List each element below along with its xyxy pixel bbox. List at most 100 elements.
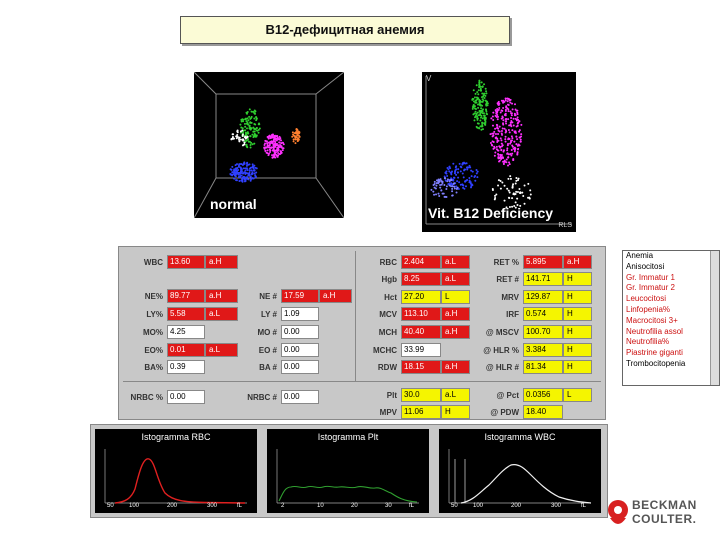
scatter-dot (486, 102, 489, 105)
value-hlr-pct: 3.384 (523, 343, 563, 357)
flags-list-item[interactable]: Piastrine giganti (626, 348, 683, 358)
scatter-dot (476, 118, 479, 121)
flags-list-item[interactable]: Gr. Immatur 1 (626, 272, 675, 282)
scatter-dot (236, 129, 239, 132)
scatter-dot (506, 103, 509, 106)
scatter-dot (253, 164, 256, 167)
scatter-dot (478, 103, 481, 106)
flags-list-item[interactable]: Neutrofilia% (626, 337, 670, 347)
scatter-dot (231, 171, 234, 174)
scatter-dot (242, 120, 245, 123)
scatter-dot (508, 99, 511, 102)
scatter-dot (249, 167, 252, 170)
scatter-dot (438, 195, 441, 198)
scatter-dot (238, 140, 241, 143)
scatter-dot (520, 135, 523, 138)
flags-list-item[interactable]: Trombocitopenia (626, 358, 686, 368)
scatter-axis-y: V (426, 74, 432, 83)
scatter-dot (278, 153, 281, 156)
flags-list-scrollbar[interactable] (710, 251, 719, 385)
scatter-dot (484, 123, 487, 126)
label-mcv: MCV (379, 310, 397, 319)
flags-list-item[interactable]: Macrocitosi 3+ (626, 315, 678, 325)
scatter-dot (268, 146, 271, 149)
flags-list-item[interactable]: Linfopenia% (626, 304, 671, 314)
scatter-dot (506, 100, 509, 103)
flags-list-item[interactable]: Neutrofilia assol (626, 326, 683, 336)
flags-list-item[interactable]: Anemia (626, 251, 654, 260)
scatter-dot (276, 155, 279, 158)
scatter-dot (510, 154, 513, 157)
scatter-dot (472, 89, 475, 92)
scatter-dot (244, 167, 247, 170)
scatter-dot (514, 182, 517, 185)
scatter-dot (512, 124, 515, 127)
scatter-dot (238, 176, 241, 179)
flag-mscv: H (563, 325, 592, 339)
scatter-dot (482, 95, 485, 98)
scatter-dot (270, 146, 273, 149)
scatter-dot (276, 136, 279, 139)
scatter-dot (250, 110, 253, 113)
label-ba-pct: BA% (144, 363, 163, 372)
logo-line2: COULTER. (632, 512, 697, 526)
scatter-dot (246, 176, 249, 179)
scatter-dot (250, 172, 253, 175)
scatter-dot (237, 173, 240, 176)
scatter-dot (279, 150, 282, 153)
flags-list-item[interactable]: Leucocitosi (626, 294, 667, 304)
beckman-coulter-logo: BECKMAN COULTER. (606, 494, 716, 536)
scatter-dot (529, 193, 532, 196)
scatter-dot (478, 79, 481, 82)
scatter-dot (265, 140, 268, 143)
scatter-dot (474, 110, 477, 113)
scatter-dot (475, 84, 478, 87)
scatter-dot (500, 154, 503, 157)
scatter-dot (481, 85, 484, 88)
scatter-dot (291, 135, 294, 138)
scatter-dot (502, 99, 505, 102)
scatter-dot (277, 147, 280, 150)
scatter-dot (474, 116, 477, 119)
scatter-dot (294, 138, 297, 141)
scatter-dot (497, 139, 500, 142)
scatter-dot (247, 140, 250, 143)
scatter-dot (441, 192, 444, 195)
flags-list-item[interactable]: Gr. Immatur 2 (626, 283, 675, 293)
scatter-dot (504, 138, 507, 141)
scatter-dot (520, 123, 523, 126)
scatter-dot (510, 114, 513, 117)
scatter-dot (491, 135, 494, 138)
histogram-wbc-curve (460, 464, 592, 504)
scatter-dot (239, 138, 242, 141)
scatter-dot (292, 140, 295, 143)
scatter-dot (519, 138, 522, 141)
scatter-dot (250, 115, 253, 118)
scatter-dot (276, 135, 279, 138)
scatter-dot (239, 123, 242, 126)
flags-listbox[interactable]: Anemia Anisocitosi Gr. Immatur 1 Gr. Immatu… (622, 250, 720, 386)
scatter-dot (513, 140, 516, 143)
scatter-dot (435, 182, 438, 185)
scatter-dot (500, 109, 503, 112)
label-ret-pct: RET % (493, 258, 519, 267)
scatter-dot (266, 149, 269, 152)
value-pct: 0.0356 (523, 388, 563, 402)
scatter-dot (477, 122, 480, 125)
scatter-dot (510, 119, 513, 122)
histogram-plt-ticks: 2 10 20 30 fL (267, 503, 429, 513)
histogram-rbc: Istogramma RBC 50 100 200 300 fL (95, 429, 257, 513)
scatter-dot (496, 140, 499, 143)
scatter-dot (451, 187, 454, 190)
label-hlr-pct: @ HLR % (483, 346, 519, 355)
flags-list-item[interactable]: Anisocitosi (626, 261, 665, 271)
scatter-dot (297, 134, 300, 137)
scatter-dot (237, 169, 240, 172)
scatter-dot (248, 124, 251, 127)
logo-line1: BECKMAN (632, 498, 697, 512)
scatter-dot (481, 125, 484, 128)
scatter-dot (271, 154, 274, 157)
scatter-dot (512, 183, 515, 186)
value-ret-pct: 5.895 (523, 255, 563, 269)
scatter-dot (276, 149, 279, 152)
